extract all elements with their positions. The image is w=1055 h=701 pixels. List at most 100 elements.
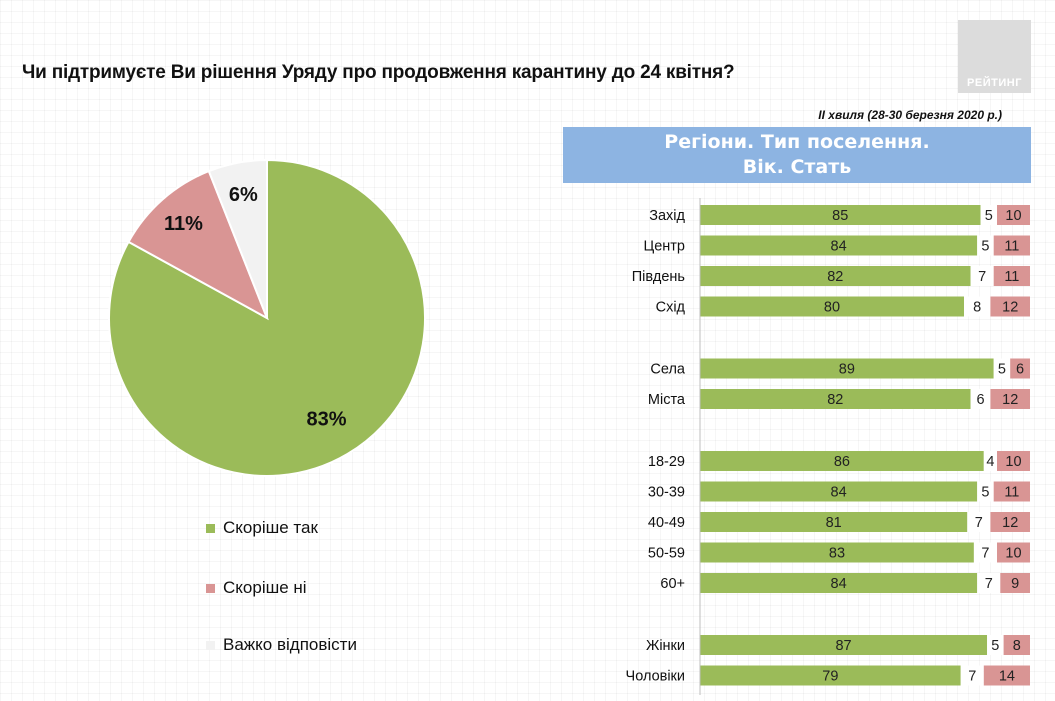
category-label: 18-29 (648, 454, 685, 470)
bar-segment-yes (700, 635, 988, 655)
bar-value-yes: 84 (831, 576, 847, 592)
bar-value-hard: 7 (978, 269, 986, 285)
bar-value-hard: 7 (981, 546, 989, 562)
bar-value-no: 9 (1011, 576, 1019, 592)
bar-segment-no (997, 542, 1030, 563)
bar-value-yes: 84 (831, 239, 847, 255)
bar-segment-yes (700, 205, 981, 225)
bar-value-hard: 5 (991, 638, 999, 654)
bar-segment-hard (977, 235, 994, 256)
bar-segment-no (1000, 573, 1030, 593)
pie-slice-hard (207, 158, 268, 319)
bar-value-yes: 89 (839, 362, 855, 378)
legend-label-hard: Важко відповісти (223, 635, 357, 654)
bar-segment-no (990, 296, 1030, 317)
bar-value-no: 11 (1004, 239, 1019, 255)
bar-segment-no (990, 512, 1030, 532)
bar-segment-no (997, 205, 1030, 225)
bar-value-hard: 5 (985, 208, 993, 224)
bar-segment-hard (993, 358, 1011, 379)
bar-segment-yes (700, 573, 978, 593)
category-label: Схід (656, 300, 686, 316)
bar-segment-yes (700, 266, 971, 286)
bar-value-no: 11 (1004, 269, 1019, 285)
bar-value-no: 10 (1005, 454, 1021, 470)
bar-value-hard: 5 (998, 362, 1006, 378)
bar-segment-no (993, 481, 1030, 502)
bar-segment-hard (970, 266, 994, 286)
category-label: 50-59 (648, 546, 685, 562)
banner-line-1: Регіони. Тип поселення. (664, 131, 930, 153)
bar-segment-yes (700, 389, 971, 409)
bar-segment-no (1010, 358, 1030, 379)
legend-item-yes: Скоріше так (206, 518, 318, 538)
category-label: Центр (643, 239, 685, 255)
bar-segment-hard (987, 635, 1004, 655)
category-label: 60+ (660, 576, 685, 592)
bar-segment-yes (700, 542, 974, 563)
bar-value-yes: 80 (824, 300, 840, 316)
bar-value-hard: 7 (968, 669, 976, 685)
bar-value-no: 12 (1002, 300, 1018, 316)
bar-segment-yes (700, 512, 968, 532)
rating-logo: РЕЙТИНГ (958, 20, 1031, 93)
category-label: Міста (648, 392, 686, 408)
legend-swatch-hard (206, 640, 215, 650)
bar-value-no: 12 (1002, 392, 1018, 408)
bar-value-yes: 86 (834, 454, 850, 470)
bar-value-no: 6 (1016, 362, 1024, 378)
bar-value-yes: 82 (827, 392, 843, 408)
bar-segment-no (1003, 635, 1030, 655)
category-label: Захід (649, 208, 685, 224)
pie-label-yes: 83% (307, 409, 347, 431)
pie-label-hard: 6% (229, 184, 258, 206)
bar-segment-yes (700, 451, 984, 471)
category-label: Південь (632, 269, 685, 285)
bar-value-yes: 83 (829, 546, 845, 562)
bar-value-no: 10 (1005, 208, 1021, 224)
bar-value-no: 12 (1002, 515, 1018, 531)
category-label: Села (650, 362, 686, 378)
category-label: Жінки (646, 638, 685, 654)
bar-segment-hard (983, 451, 997, 471)
bar-value-yes: 84 (831, 485, 847, 501)
bar-segment-no (990, 389, 1030, 409)
legend-swatch-yes (206, 523, 215, 533)
bar-value-hard: 7 (985, 576, 993, 592)
bar-segment-hard (977, 573, 1001, 593)
pie-label-no: 11% (164, 213, 203, 235)
bar-segment-hard (980, 205, 997, 225)
bar-value-no: 11 (1004, 485, 1019, 501)
legend-item-no: Скоріше ні (206, 578, 307, 598)
bar-value-no: 14 (999, 669, 1015, 685)
bar-value-yes: 85 (832, 208, 848, 224)
page-title: Чи підтримуєте Ви рішення Уряду про прод… (22, 62, 735, 83)
bar-segment-hard (970, 389, 991, 409)
bar-segment-no (997, 451, 1030, 471)
legend-item-hard: Важко відповісти (206, 635, 357, 655)
overall-pie-chart: 83% 11% 6% (108, 158, 426, 477)
legend-label-yes: Скоріше так (223, 518, 318, 537)
bar-value-hard: 7 (975, 515, 983, 531)
bar-segment-no (983, 665, 1030, 686)
bar-value-hard: 8 (973, 300, 981, 316)
bar-value-yes: 79 (822, 669, 838, 685)
bar-value-no: 10 (1005, 546, 1021, 562)
bar-value-hard: 5 (981, 239, 989, 255)
bar-segment-yes (700, 296, 964, 317)
banner-line-2: Вік. Стать (742, 156, 852, 178)
bar-value-hard: 4 (986, 454, 994, 470)
bar-segment-hard (960, 665, 984, 686)
bar-value-yes: 81 (826, 515, 842, 531)
category-label: 30-39 (648, 485, 685, 501)
bar-value-hard: 5 (981, 485, 989, 501)
category-label: Чоловіки (626, 669, 685, 685)
bar-segment-yes (700, 665, 961, 686)
bar-value-yes: 82 (827, 269, 843, 285)
legend-label-no: Скоріше ні (223, 578, 307, 597)
pie-slice-no (127, 169, 269, 321)
category-label: 40-49 (648, 515, 685, 531)
bar-segment-no (993, 266, 1030, 286)
breakdown-banner: Регіони. Тип поселення. Вік. Стать (563, 127, 1031, 183)
